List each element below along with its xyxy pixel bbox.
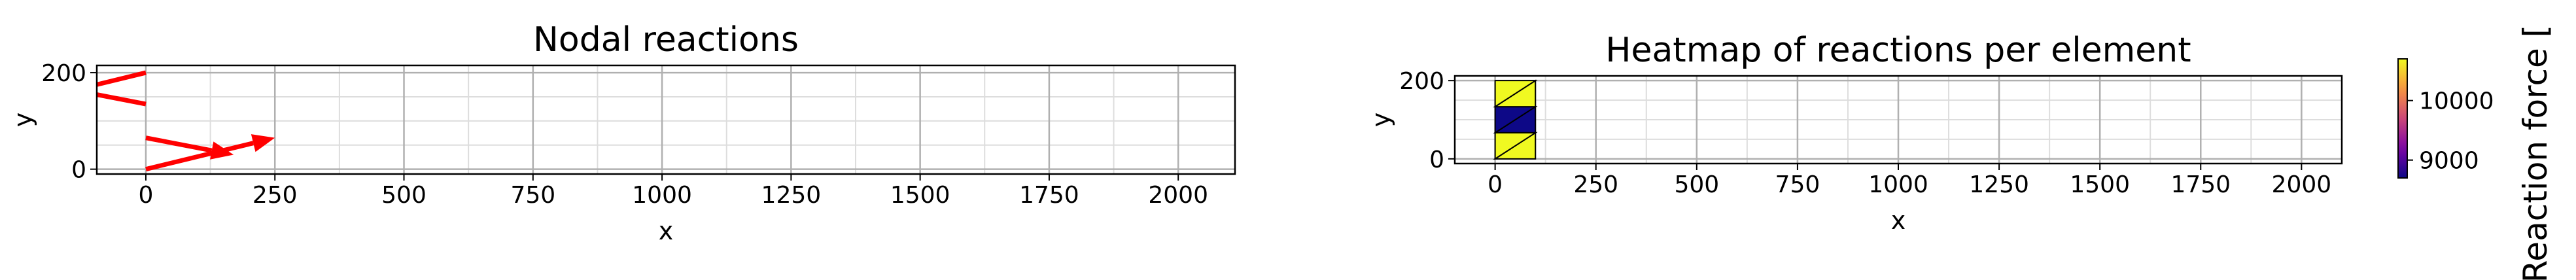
mesh-element: [1494, 80, 1538, 108]
x-tick-label: 1750: [2170, 171, 2231, 198]
x-tick-label: 500: [381, 182, 426, 209]
x-tick-label: 250: [1573, 171, 1618, 198]
colorbar-tick-label: 9000: [2419, 148, 2479, 175]
x-tick-label: 750: [1775, 171, 1820, 198]
y-axis-label: y: [9, 113, 37, 128]
x-axis-label: x: [1891, 206, 1906, 235]
nodal-reactions-chart: 0 250 500 750 1000 1250 1500 1750 2000 0 200 Nodal …: [9, 20, 1236, 245]
x-tick-label: 500: [1674, 171, 1719, 198]
colorbar-gradient: [2397, 58, 2408, 179]
x-tick-label: 1250: [761, 182, 822, 209]
arrow-head: [210, 141, 234, 160]
y-tick-label: 0: [71, 157, 86, 184]
x-tick-label: 2000: [1148, 182, 1208, 209]
arrow-head: [251, 134, 275, 152]
x-tick-label: 1750: [1019, 182, 1079, 209]
x-tick-label: 1250: [1969, 171, 2029, 198]
arrow-shaft: [145, 135, 213, 153]
reaction-arrow: [97, 70, 147, 87]
x-tick-label: 750: [510, 182, 555, 209]
x-tick-label: 0: [139, 182, 154, 209]
plot-frame: [96, 64, 1236, 175]
reaction-heatmap-chart: 0 250 500 750 1000 1250 1500 1750 2000 0 200 Heatma…: [1366, 31, 2343, 235]
colorbar: 9000 10000 Reaction force [: [2397, 25, 2554, 280]
y-tick-label: 200: [1399, 68, 1444, 95]
reaction-arrow: [145, 134, 275, 172]
x-tick-label: 1500: [890, 182, 950, 209]
x-tick-label: 2000: [2272, 171, 2332, 198]
x-tick-label: 250: [252, 182, 298, 209]
reaction-arrow: [145, 135, 234, 160]
chart-title: Heatmap of reactions per element: [1605, 31, 2191, 70]
reaction-arrow: [97, 92, 147, 107]
x-tick-label: 1500: [2070, 171, 2130, 198]
colorbar-label: Reaction force [: [2516, 25, 2554, 280]
x-tick-label: 1000: [1868, 171, 1928, 198]
y-tick-label: 200: [41, 60, 86, 87]
arrow-layer: [97, 70, 275, 172]
arrow-shaft: [97, 70, 147, 87]
y-tick-label: 0: [1429, 147, 1444, 173]
x-tick-label: 0: [1488, 171, 1503, 198]
colorbar-tick-label: 10000: [2419, 88, 2494, 115]
chart-title: Nodal reactions: [533, 20, 799, 60]
arrow-shaft: [97, 92, 147, 107]
x-tick-label: 1000: [632, 182, 692, 209]
arrow-shaft: [145, 141, 254, 172]
y-axis-label: y: [1366, 113, 1395, 128]
x-axis-label: x: [659, 217, 674, 245]
